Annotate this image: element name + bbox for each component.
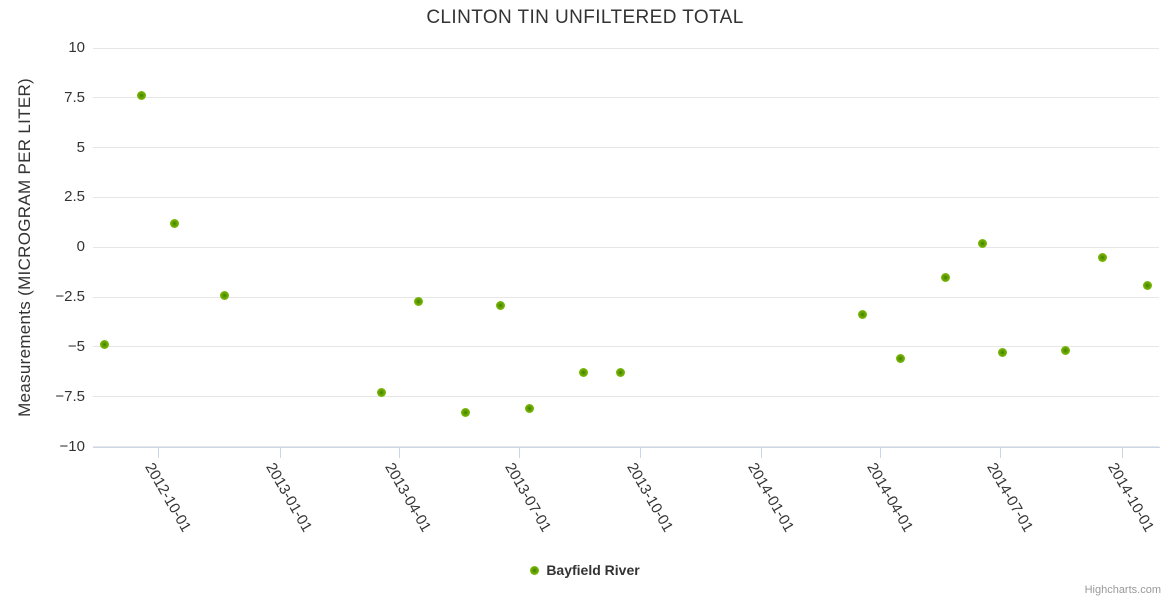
data-point[interactable] — [377, 388, 387, 398]
x-axis-tick-label: 2014-04-01 — [862, 459, 916, 535]
data-point[interactable] — [977, 238, 987, 248]
y-axis-tick-label: −10 — [59, 437, 85, 455]
chart-title: CLINTON TIN UNFILTERED TOTAL — [426, 7, 744, 28]
data-point[interactable] — [100, 340, 110, 350]
x-axis-tick-mark — [158, 447, 160, 458]
x-axis-tick-mark — [761, 447, 763, 458]
y-axis-tick-label: 5 — [76, 138, 85, 156]
data-point[interactable] — [895, 354, 905, 364]
x-axis-tick-mark — [880, 447, 882, 458]
data-point[interactable] — [1060, 346, 1070, 356]
x-axis-tick-mark — [398, 447, 400, 458]
x-axis-tick-label: 2014-10-01 — [1104, 459, 1158, 535]
x-axis-tick-mark — [518, 447, 520, 458]
data-point[interactable] — [616, 368, 626, 378]
data-point[interactable] — [414, 296, 424, 306]
data-point[interactable] — [220, 290, 230, 300]
x-axis-tick-label: 2012-10-01 — [141, 459, 195, 535]
data-point[interactable] — [1097, 252, 1107, 262]
y-axis-tick-label: 0 — [76, 238, 85, 256]
x-axis-tick-mark — [1000, 447, 1002, 458]
x-axis-tick-label: 2014-07-01 — [982, 459, 1037, 535]
x-axis-tick-mark — [640, 447, 641, 458]
legend-label: Bayfield River — [546, 562, 640, 578]
y-axis-tick-label: −5 — [67, 337, 85, 355]
y-axis-tick-label: −7.5 — [55, 387, 85, 405]
y-gridline — [93, 147, 1159, 149]
data-point[interactable] — [579, 368, 589, 378]
y-axis-tick-label: 10 — [68, 39, 85, 56]
y-gridline — [93, 97, 1159, 99]
legend-marker-icon — [530, 565, 540, 575]
data-point[interactable] — [1142, 280, 1152, 290]
x-axis-tick-label: 2014-01-01 — [744, 459, 798, 535]
x-axis-tick-label: 2013-04-01 — [381, 459, 435, 535]
x-axis-tick-label: 2013-07-01 — [501, 459, 555, 535]
x-axis-tick-label: 2013-10-01 — [622, 459, 676, 535]
y-gridline — [93, 346, 1159, 348]
data-point[interactable] — [525, 404, 535, 414]
data-point[interactable] — [137, 91, 147, 101]
x-axis-tick-mark — [279, 447, 281, 458]
x-axis-line — [93, 446, 1160, 448]
data-point[interactable] — [940, 272, 950, 282]
x-axis-tick-label: 2013-01-01 — [262, 459, 316, 535]
data-point[interactable] — [460, 408, 470, 418]
x-axis-tick-mark — [1121, 447, 1123, 458]
data-point[interactable] — [496, 300, 506, 310]
data-point[interactable] — [857, 310, 867, 320]
y-gridline — [93, 296, 1159, 298]
y-axis-tick-label: −2.5 — [55, 288, 85, 306]
y-gridline — [93, 47, 1159, 49]
y-gridline — [93, 246, 1159, 248]
y-gridline — [93, 196, 1159, 198]
y-gridline — [93, 396, 1159, 398]
data-point[interactable] — [170, 218, 180, 228]
y-axis-tick-label: 7.5 — [64, 88, 85, 106]
y-axis-tick-label: 2.5 — [64, 188, 85, 206]
highcharts-credits-link[interactable]: Highcharts.com — [1084, 584, 1161, 596]
legend-item-bayfield-river[interactable]: Bayfield River — [0, 562, 1170, 578]
data-point[interactable] — [997, 348, 1007, 358]
